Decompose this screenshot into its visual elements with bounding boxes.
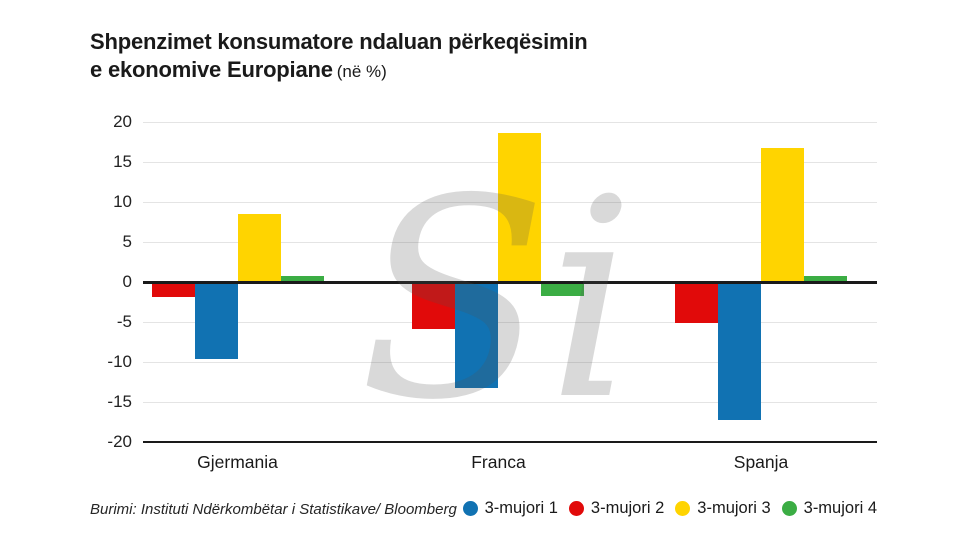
plot-area <box>143 122 877 443</box>
y-tick-label: -15 <box>107 392 132 411</box>
y-tick-label: 0 <box>122 272 132 291</box>
y-tick-label: -10 <box>107 352 132 371</box>
gridline <box>143 122 877 123</box>
y-tick-label: 5 <box>122 232 132 251</box>
bar-3-mujori-3-gjermania <box>237 214 281 282</box>
bar-3-mujori-2-spanja <box>675 282 719 323</box>
bar-3-mujori-4-spanja <box>804 276 848 282</box>
legend-label: 3-mujori 4 <box>803 499 877 517</box>
bar-3-mujori-4-franca <box>541 282 585 296</box>
x-category-label-gjermania: Gjermania <box>197 452 278 472</box>
y-tick-label: -5 <box>116 312 132 331</box>
legend-item-3-mujori-1: 3-mujori 1 <box>462 499 558 518</box>
zero-axis-line <box>143 281 877 284</box>
bar-3-mujori-3-franca <box>498 133 542 282</box>
legend-label: 3-mujori 1 <box>484 499 558 517</box>
legend-dot-icon <box>781 501 797 516</box>
bar-3-mujori-1-spanja <box>718 282 762 420</box>
legend-item-3-mujori-3: 3-mujori 3 <box>675 499 771 518</box>
y-tick-label: -20 <box>107 432 132 451</box>
gridline <box>143 322 877 323</box>
bar-3-mujori-3-spanja <box>761 148 805 282</box>
y-tick-label: 20 <box>113 112 132 131</box>
legend-label: 3-mujori 2 <box>590 499 665 517</box>
title-line-2: e ekonomive Europiane (në %) <box>90 56 588 87</box>
legend-dot-icon <box>462 501 478 516</box>
gridline <box>143 362 877 363</box>
y-tick-label: 10 <box>113 192 132 211</box>
gridline <box>143 402 877 403</box>
bar-3-mujori-1-franca <box>455 282 499 388</box>
legend-item-3-mujori-4: 3-mujori 4 <box>781 499 877 518</box>
source-attribution: Burimi: Instituti Ndërkombëtar i Statist… <box>90 501 457 518</box>
title-line-2-bold: e ekonomive Europiane <box>90 57 333 82</box>
title-unit-note: (në %) <box>336 62 387 81</box>
title-line-1: Shpenzimet konsumatore ndaluan përkeqësi… <box>90 29 588 54</box>
legend-dot-icon <box>568 501 584 516</box>
bar-3-mujori-2-franca <box>412 282 456 330</box>
bar-3-mujori-2-gjermania <box>151 282 195 298</box>
x-category-label-franca: Franca <box>471 452 526 472</box>
legend-item-3-mujori-2: 3-mujori 2 <box>568 499 665 518</box>
chart-title: Shpenzimet konsumatore ndaluan përkeqësi… <box>90 28 588 87</box>
legend-label: 3-mujori 3 <box>697 499 771 517</box>
bar-3-mujori-4-gjermania <box>280 276 324 282</box>
y-tick-label: 15 <box>113 152 132 171</box>
legend: 3-mujori 1 3-mujori 2 3-mujori 3 3-mujori 4 <box>462 499 877 518</box>
bar-3-mujori-1-gjermania <box>194 282 238 359</box>
baseline-axis-line <box>143 441 877 443</box>
legend-dot-icon <box>675 501 691 516</box>
x-category-label-spanja: Spanja <box>733 452 789 472</box>
